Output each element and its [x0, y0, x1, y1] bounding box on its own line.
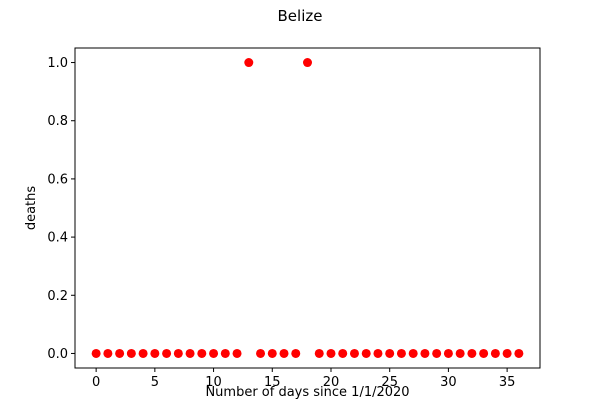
- data-point: [209, 348, 219, 358]
- data-point: [91, 348, 101, 358]
- data-point: [220, 348, 230, 358]
- x-tick-label: 5: [151, 375, 159, 390]
- data-point: [326, 348, 336, 358]
- y-tick-label: 0.4: [47, 231, 68, 246]
- data-point: [443, 348, 453, 358]
- y-tick-label: 0.0: [47, 347, 68, 362]
- data-point: [490, 348, 500, 358]
- y-tick-label: 0.8: [47, 114, 68, 129]
- data-point: [338, 348, 348, 358]
- data-point: [408, 348, 418, 358]
- x-tick-label: 20: [323, 375, 340, 390]
- x-tick-label: 10: [205, 375, 222, 390]
- y-axis-label: deaths: [24, 186, 39, 231]
- data-point: [420, 348, 430, 358]
- data-points: [91, 58, 524, 358]
- data-point: [244, 58, 254, 68]
- data-point: [385, 348, 395, 358]
- data-point: [267, 348, 277, 358]
- data-point: [115, 348, 125, 358]
- data-point: [232, 348, 242, 358]
- data-point: [197, 348, 207, 358]
- data-point: [455, 348, 465, 358]
- x-tick-label: 30: [440, 375, 457, 390]
- chart-title: Belize: [278, 7, 323, 25]
- data-point: [303, 58, 312, 68]
- data-point: [138, 348, 148, 358]
- y-tick-label: 0.6: [47, 172, 68, 187]
- data-point: [173, 348, 183, 358]
- plot-area-frame: [74, 47, 541, 369]
- x-tick-label: 15: [264, 375, 281, 390]
- data-point: [349, 348, 359, 358]
- y-tick-label: 1.0: [47, 56, 68, 71]
- data-point: [162, 348, 172, 358]
- ticks-layer: 0 5 10 15 20 25 30 35 0.0 0.2 0.4 0.6 0.8 1.0: [47, 56, 515, 390]
- data-point: [150, 348, 160, 358]
- data-point: [256, 348, 266, 358]
- x-tick-label: 35: [499, 375, 516, 390]
- data-point: [185, 348, 195, 358]
- data-point: [373, 348, 383, 358]
- data-point: [291, 348, 301, 358]
- data-point: [103, 348, 113, 358]
- data-point: [502, 348, 512, 358]
- x-tick-label: 25: [381, 375, 398, 390]
- data-point: [361, 348, 371, 358]
- x-axis-label: Number of days since 1/1/2020: [205, 385, 409, 400]
- data-point: [279, 348, 289, 358]
- data-point: [467, 348, 477, 358]
- data-point: [479, 348, 489, 358]
- y-tick-label: 0.2: [47, 289, 68, 304]
- data-point: [126, 348, 136, 358]
- data-point: [432, 348, 442, 358]
- data-point: [396, 348, 406, 358]
- data-point: [314, 348, 324, 358]
- x-tick-label: 0: [92, 375, 100, 390]
- data-point: [514, 348, 524, 358]
